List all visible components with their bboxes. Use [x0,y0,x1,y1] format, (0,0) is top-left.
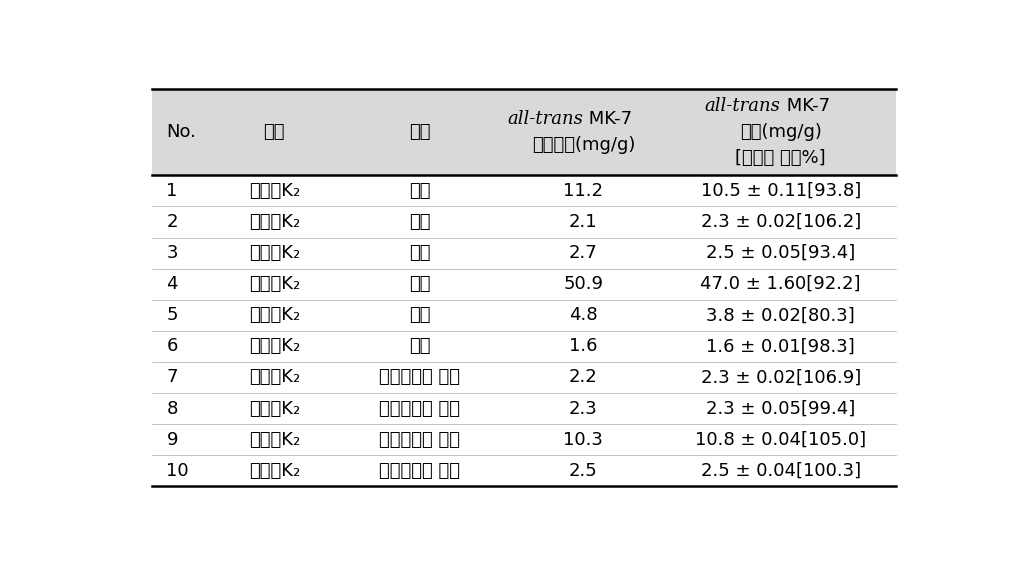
Text: 비타민K₂: 비타민K₂ [248,306,300,324]
Text: 50.9: 50.9 [563,275,603,293]
Text: 비타민K₂: 비타민K₂ [248,462,300,480]
Text: MK-7: MK-7 [584,110,633,128]
Text: 8: 8 [167,399,178,417]
Text: 미세캡슐화 분말: 미세캡슐화 분말 [379,369,460,387]
Text: 미세캡슐화 분말: 미세캡슐화 분말 [379,431,460,449]
Text: all-trans MK-7: all-trans MK-7 [718,97,842,115]
Text: 비타민K₂: 비타민K₂ [248,431,300,449]
Text: 2.5: 2.5 [569,462,598,480]
Text: 분말: 분말 [409,182,430,200]
Text: 미세캡슐화 분말: 미세캡슐화 분말 [379,399,460,417]
Bar [151,89,896,175]
Text: 2.5 ± 0.04[100.3]: 2.5 ± 0.04[100.3] [700,462,861,480]
Text: 2.5 ± 0.05[93.4]: 2.5 ± 0.05[93.4] [706,244,855,262]
Text: 오일: 오일 [409,306,430,324]
Text: 비타민K₂: 비타민K₂ [248,337,300,355]
Text: 비타민K₂: 비타민K₂ [248,275,300,293]
Text: 2: 2 [167,213,178,231]
Text: 6: 6 [167,337,178,355]
Text: 제형: 제형 [409,123,430,141]
Text: 비타민K₂: 비타민K₂ [248,399,300,417]
Text: 2.3: 2.3 [569,399,598,417]
Text: 10.3: 10.3 [563,431,603,449]
Text: 4.8: 4.8 [569,306,598,324]
Text: 비타민K₂: 비타민K₂ [248,182,300,200]
Text: all-trans: all-trans [508,110,584,128]
Text: 미세캡슐화 분말: 미세캡슐화 분말 [379,462,460,480]
Text: 비타민K₂: 비타민K₂ [248,213,300,231]
Text: 10: 10 [167,462,189,480]
Text: all-trans MK-7: all-trans MK-7 [521,110,645,128]
Text: No.: No. [167,123,196,141]
Text: 10.5 ± 0.11[93.8]: 10.5 ± 0.11[93.8] [700,182,861,200]
Text: 9: 9 [167,431,178,449]
Text: 분말: 분말 [409,213,430,231]
Text: 1.6: 1.6 [569,337,598,355]
Text: 5: 5 [167,306,178,324]
Text: 3.8 ± 0.02[80.3]: 3.8 ± 0.02[80.3] [706,306,855,324]
Text: 비타민K₂: 비타민K₂ [248,369,300,387]
Text: 2.3 ± 0.02[106.2]: 2.3 ± 0.02[106.2] [700,213,861,231]
Text: 3: 3 [167,244,178,262]
Text: 2.1: 2.1 [569,213,598,231]
Text: [표시량 대비%]: [표시량 대비%] [735,149,826,167]
Text: 표시함량(mg/g): 표시함량(mg/g) [531,136,635,154]
Text: 원료: 원료 [264,123,285,141]
Text: 2.2: 2.2 [569,369,598,387]
Text: 함량(mg/g): 함량(mg/g) [740,123,822,141]
Text: all-trans: all-trans [705,97,781,115]
Text: 1.6 ± 0.01[98.3]: 1.6 ± 0.01[98.3] [706,337,855,355]
Text: 2.7: 2.7 [569,244,598,262]
Text: 10.8 ± 0.04[105.0]: 10.8 ± 0.04[105.0] [695,431,867,449]
Text: 2.3 ± 0.05[99.4]: 2.3 ± 0.05[99.4] [706,399,855,417]
Text: 2.3 ± 0.02[106.9]: 2.3 ± 0.02[106.9] [700,369,861,387]
Text: 47.0 ± 1.60[92.2]: 47.0 ± 1.60[92.2] [700,275,861,293]
Text: 7: 7 [167,369,178,387]
Text: 1: 1 [167,182,178,200]
Text: 오일: 오일 [409,275,430,293]
Text: 4: 4 [167,275,178,293]
Text: 비타민K₂: 비타민K₂ [248,244,300,262]
Text: MK-7: MK-7 [781,97,830,115]
Text: 분말: 분말 [409,244,430,262]
Text: 11.2: 11.2 [563,182,603,200]
Text: 오일: 오일 [409,337,430,355]
